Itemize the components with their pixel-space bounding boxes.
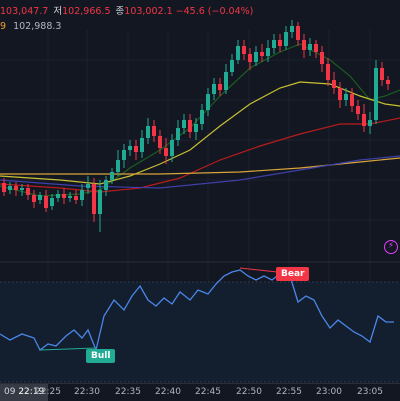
candle-body <box>98 190 102 214</box>
candle-body <box>188 120 192 132</box>
candle-body <box>326 64 330 80</box>
candle-body <box>278 40 282 46</box>
candle-body <box>80 190 84 200</box>
ohlc-change: −45.6 (−0.04%) <box>175 6 254 17</box>
ohlc-high: 103,047.7 <box>0 6 49 17</box>
candle-body <box>260 52 264 56</box>
candle-body <box>146 126 150 138</box>
crosshair-time-label: 09 22:19 <box>0 384 49 401</box>
candle-body <box>176 128 180 140</box>
time-tick: 22:45 <box>195 387 221 397</box>
time-tick: 22:35 <box>115 387 141 397</box>
candle-body <box>140 138 144 152</box>
candle-body <box>374 68 378 120</box>
candle-body <box>266 48 270 56</box>
candle-body <box>314 44 318 52</box>
candle-body <box>32 195 36 202</box>
candle-body <box>362 114 366 126</box>
candle-body <box>230 60 234 72</box>
ohlc-low: 102,966.5 <box>62 6 111 17</box>
candle-body <box>116 160 120 172</box>
ohlc-legend: 103,047.7 저102,966.5 종103,002.1 −45.6 (−… <box>0 3 253 17</box>
time-tick: 22:50 <box>236 387 262 397</box>
candle-body <box>380 68 384 80</box>
candle-body <box>74 196 78 200</box>
lightning-icon[interactable]: ⚡ <box>384 240 398 254</box>
ma-slow-line <box>0 117 400 193</box>
candle-body <box>26 188 30 195</box>
time-tick: 22:55 <box>276 387 302 397</box>
candle-body <box>170 140 174 156</box>
ma-fast-line <box>0 43 400 197</box>
grid-lines <box>0 30 400 382</box>
candle-body <box>14 186 18 190</box>
candle-body <box>182 120 186 128</box>
candle-body <box>224 72 228 90</box>
candle-body <box>200 110 204 124</box>
candle-body <box>218 84 222 90</box>
ma-long-line <box>0 157 400 175</box>
ohlc-close-label: 종 <box>115 6 125 17</box>
candle-body <box>122 150 126 160</box>
candle-body <box>254 52 258 62</box>
candle-body <box>44 196 48 208</box>
candle-body <box>206 94 210 110</box>
time-tick: 22:25 <box>35 387 61 397</box>
candle-body <box>350 94 354 106</box>
time-axis[interactable]: 09 22:19 22:25 22:30 22:35 22:40 22:45 2… <box>0 383 400 401</box>
candle-body <box>368 120 372 126</box>
candle-body <box>8 186 12 190</box>
bull-signal-tag: Bull <box>86 349 116 363</box>
ma-longer-line <box>0 155 400 189</box>
candle-body <box>212 84 216 94</box>
candle-body <box>56 194 60 198</box>
rsi-path <box>0 269 394 353</box>
ma-period: 9 <box>0 21 7 32</box>
candle-body <box>158 136 162 148</box>
candle-body <box>272 40 276 48</box>
candle-body <box>332 80 336 88</box>
ohlc-low-label: 저 <box>53 6 63 17</box>
candle-body <box>62 194 66 198</box>
time-tick: 22:40 <box>155 387 181 397</box>
time-tick: 23:00 <box>316 387 342 397</box>
candle-body <box>320 52 324 64</box>
candle-body <box>92 184 96 214</box>
candle-body <box>164 148 168 156</box>
candle-body <box>344 94 348 100</box>
candle-body <box>308 44 312 50</box>
ma-value: 102,988.3 <box>13 21 62 32</box>
candle-body <box>290 26 294 32</box>
candle-body <box>38 195 42 200</box>
candle-body <box>194 124 198 132</box>
time-tick: 22:30 <box>74 387 100 397</box>
candle-body <box>356 106 360 114</box>
candle-body <box>104 180 108 190</box>
candle-body <box>284 32 288 46</box>
candle-body <box>20 188 24 190</box>
candle-body <box>248 54 252 62</box>
ohlc-close: 103,002.1 <box>124 6 173 17</box>
candle-body <box>134 146 138 152</box>
candle-body <box>242 46 246 54</box>
candle-body <box>296 26 300 40</box>
candle-body <box>50 198 54 206</box>
candle-body <box>152 126 156 136</box>
candle-body <box>302 40 306 50</box>
candle-body <box>2 183 6 192</box>
candle-body <box>86 184 90 188</box>
candle-body <box>386 80 390 84</box>
candle-body <box>236 46 240 60</box>
candle-body <box>110 172 114 180</box>
candles <box>2 20 390 232</box>
candle-body <box>128 146 132 150</box>
candle-body <box>338 88 342 100</box>
candle-body <box>68 196 72 198</box>
bear-signal-tag: Bear <box>276 267 310 281</box>
ma-legend[interactable]: 9 102,988.3 <box>0 21 61 32</box>
bull-divergence-line <box>39 347 97 351</box>
time-tick: 23:05 <box>357 387 383 397</box>
rsi-panel-bg <box>0 282 400 382</box>
